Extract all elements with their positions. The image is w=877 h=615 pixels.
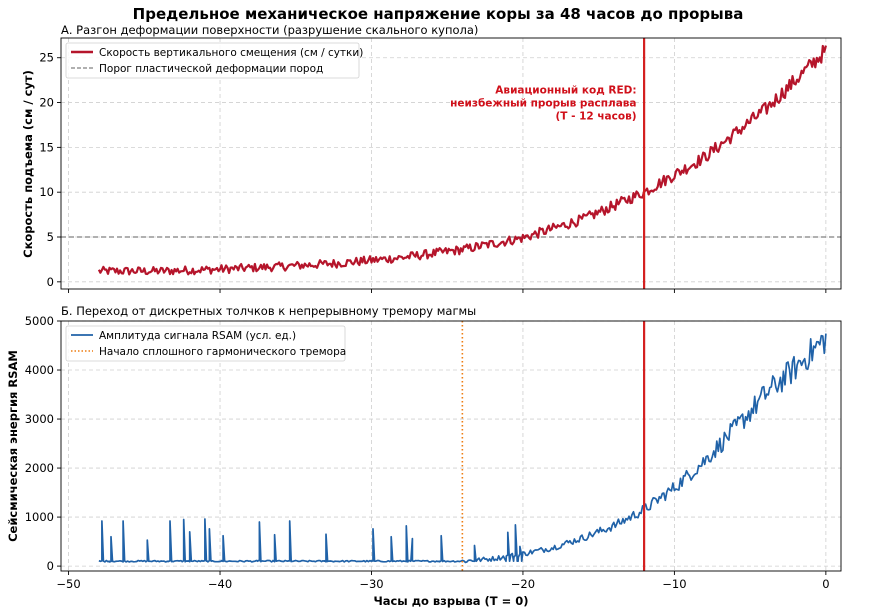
panel-b-legend: Амплитуда сигнала RSAM (усл. ед.) Начало…	[65, 325, 346, 362]
y-tick-label: 25	[39, 51, 54, 65]
panel-b-legend-box	[65, 325, 346, 362]
y-tick-label: 10	[39, 185, 54, 199]
x-tick-label: 0	[822, 577, 829, 591]
alert-annotation-line: (T - 12 часов)	[555, 111, 636, 123]
y-tick-label: 1000	[25, 510, 54, 524]
x-tick-label: −30	[359, 577, 383, 591]
y-tick-label: 3000	[25, 412, 54, 426]
x-tick-label: −40	[208, 577, 232, 591]
panel-b-ylabel: Сейсмическая энергия RSAM	[6, 350, 20, 542]
y-tick-label: 4000	[25, 363, 54, 377]
alert-annotation: Авиационный код RED:неизбежный прорыв ра…	[450, 85, 636, 123]
x-tick-label: −20	[511, 577, 535, 591]
x-axis-label: Часы до взрыва (T = 0)	[373, 594, 528, 608]
panel-a-ticks: 0 5 10 15 20 25	[39, 51, 827, 293]
panel-deformation: А. Разгон деформации поверхности (разруш…	[21, 23, 842, 293]
legend-threshold-label: Порог пластической деформации пород	[99, 63, 323, 75]
y-tick-label: 15	[39, 140, 54, 154]
panel-b-title: Б. Переход от дискретных толчков к непре…	[61, 304, 476, 318]
alert-annotation-line: неизбежный прорыв расплава	[450, 98, 636, 110]
panel-a-frame	[60, 37, 842, 290]
panel-a-title: А. Разгон деформации поверхности (разруш…	[61, 23, 478, 37]
y-tick-label: 0	[47, 559, 54, 573]
panel-b-vlines	[461, 321, 646, 571]
panel-a-ylabel: Скорость подъема (см / сут)	[21, 70, 35, 258]
legend-deformation-label: Скорость вертикального смещения (см / су…	[99, 47, 363, 59]
y-tick-label: 5000	[25, 314, 54, 328]
panel-b-ticks: −50 −40 −30 −20 −10 0 0 1000 2000 3000 4000 5000	[25, 314, 830, 591]
panel-a-legend-box	[65, 42, 360, 79]
panel-rsam: Б. Переход от дискретных толчков к непре…	[6, 304, 842, 608]
deformation-series-line	[97, 44, 827, 276]
y-tick-label: 20	[39, 96, 54, 110]
rsam-series-layer	[98, 333, 827, 564]
figure-title: Предельное механическое напряжение коры …	[133, 5, 744, 23]
legend-rsam-label: Амплитуда сигнала RSAM (усл. ед.)	[99, 330, 296, 342]
panel-b-frame	[60, 320, 842, 572]
y-tick-label: 2000	[25, 461, 54, 475]
legend-tremor-label: Начало сплошного гармонического тремора	[99, 346, 346, 358]
x-tick-label: −50	[56, 577, 80, 591]
y-tick-label: 5	[47, 230, 54, 244]
deformation-series-layer	[97, 44, 827, 276]
panel-a-legend: Скорость вертикального смещения (см / су…	[65, 42, 363, 79]
y-tick-label: 0	[47, 275, 54, 289]
alert-annotation-line: Авиационный код RED:	[495, 85, 636, 97]
x-tick-label: −10	[662, 577, 686, 591]
rsam-series-line	[98, 333, 827, 564]
